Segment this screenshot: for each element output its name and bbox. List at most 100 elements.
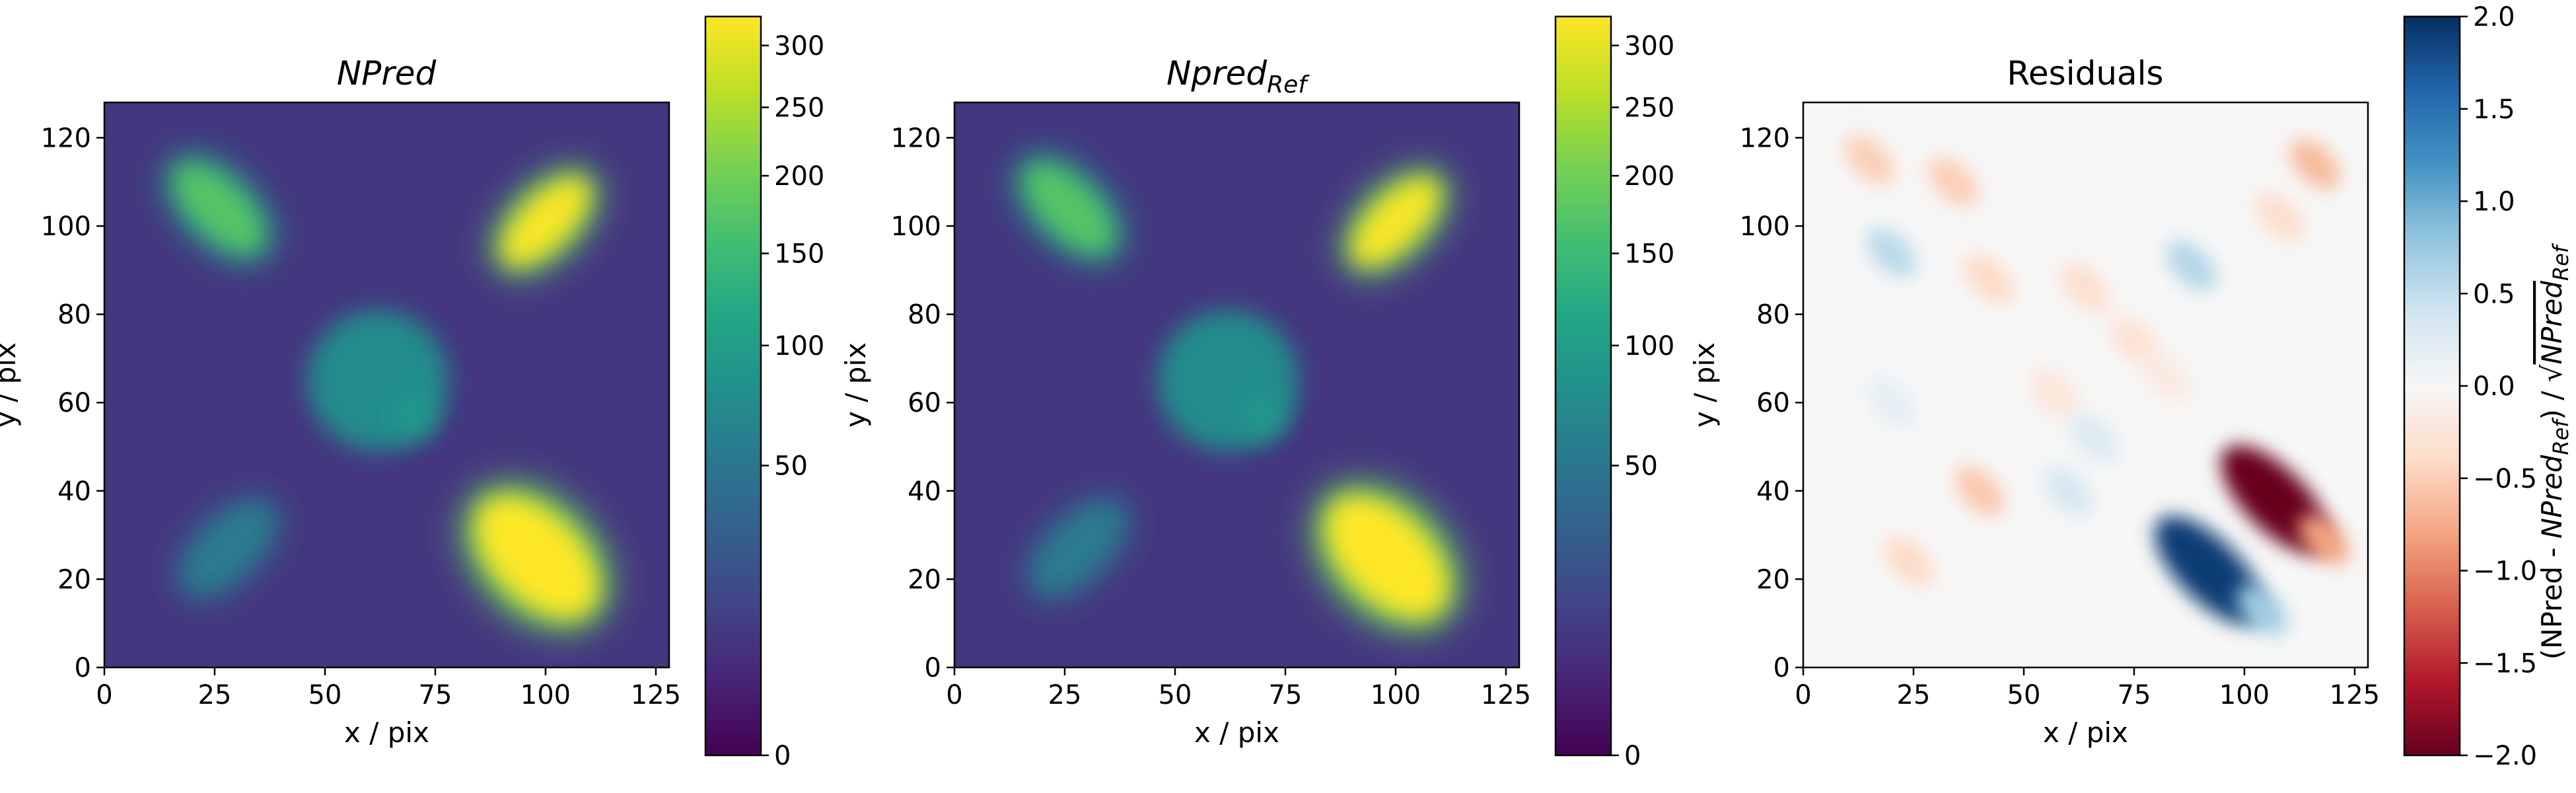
colorbar-tick-label: −0.5 — [2473, 464, 2537, 494]
source-0 — [1016, 155, 1122, 262]
source-0 — [166, 155, 272, 262]
colorbar-tick-label: −1.5 — [2473, 648, 2537, 679]
y-tick-label: 40 — [57, 476, 91, 507]
colorbar-tick-label: 300 — [1624, 31, 1674, 61]
residual-blob-15 — [2299, 514, 2349, 565]
y-tick-label: 80 — [57, 300, 91, 330]
residual-blob-5 — [2254, 192, 2305, 243]
y-tick-label: 100 — [1740, 211, 1790, 242]
colorbar-tick-label: 2.0 — [2473, 2, 2515, 32]
residual-blob-9 — [2029, 368, 2080, 419]
residual-colorbar-label: (NPred - NPredRef) / √NPredRef — [2536, 243, 2573, 660]
source-1 — [1342, 169, 1449, 275]
panel-title-residuals: Residuals — [2007, 54, 2163, 93]
colorbar-tick-label: 0.5 — [2473, 279, 2515, 309]
colorbar-tick-label: 200 — [774, 161, 824, 192]
colorbar-label-sub: Ref — [2548, 417, 2573, 455]
colorbar-label-mid: ) / √ — [2536, 364, 2568, 420]
colorbar-tick-label: 0 — [774, 741, 791, 771]
x-tick-label: 50 — [308, 680, 342, 710]
residual-blob-6 — [2289, 139, 2340, 190]
colorbar-tick-label: 200 — [1624, 161, 1674, 192]
source-core — [1325, 495, 1449, 619]
source-4 — [1024, 495, 1131, 601]
residual-blob-18 — [2042, 465, 2093, 516]
heatmap-image — [954, 102, 1519, 667]
x-tick-label: 0 — [1795, 680, 1811, 710]
colorbar-tick-label: 1.5 — [2473, 94, 2515, 125]
source-4 — [174, 495, 281, 601]
x-tick-label: 100 — [520, 680, 571, 710]
residual-blob-0 — [1844, 134, 1895, 185]
source-core — [501, 176, 590, 266]
y-tick-label: 0 — [925, 653, 941, 683]
colorbar-tick-label: 100 — [1624, 331, 1674, 361]
colorbar-gradient — [2403, 15, 2461, 757]
residual-blob-12 — [1954, 465, 2005, 516]
y-tick-label: 120 — [891, 123, 941, 153]
y-tick-label: 40 — [1756, 476, 1790, 507]
y-tick-label: 80 — [908, 300, 941, 330]
plot-area-0: 0 25 50 75 100 125 0 20 40 60 80 100 120 x / pix y / p… — [0, 101, 681, 749]
panel-title-npred-ref: NpredRef — [1166, 54, 1310, 98]
x-tick-label: 0 — [946, 680, 962, 710]
x-tick-label: 125 — [1481, 680, 1531, 710]
y-tick-label: 100 — [41, 211, 91, 242]
x-tick-label: 25 — [1897, 680, 1931, 710]
axes-frame — [1802, 101, 2369, 669]
colorbar-1: 0 50 100 150 200 250 300 — [1554, 15, 1674, 771]
colorbar-tick-label: −1.0 — [2473, 556, 2537, 587]
colorbar-tick-label: 0 — [1624, 741, 1641, 771]
colorbar-label-sqrt-npred: NPred — [2536, 281, 2568, 365]
colorbar-label-main: (NPred - — [2536, 539, 2568, 660]
colorbar-0: 0 50 100 150 200 250 300 — [704, 15, 824, 771]
axes-frame — [103, 101, 670, 669]
residual-blob-2 — [1928, 157, 1979, 208]
x-tick-label: 75 — [419, 680, 452, 710]
residual-blob-11 — [2069, 412, 2120, 463]
y-tick-label: 120 — [1740, 123, 1790, 153]
source-1 — [492, 169, 599, 275]
colorbar-tick-label: 150 — [1624, 239, 1674, 269]
panel-title-sub: Ref — [1267, 71, 1310, 98]
colorbar-gradient — [704, 15, 762, 757]
colorbar-tick-label: 50 — [774, 451, 808, 481]
residual-blob-4 — [2166, 241, 2217, 291]
colorbar-2: −2.0 −1.5 −1.0 −0.5 0.0 0.5 1.0 1.5 2.0 — [2403, 2, 2537, 771]
heatmap-image — [104, 102, 669, 667]
residual-blob-17 — [2236, 585, 2287, 636]
y-axis-label: y / pix — [1688, 342, 1721, 428]
source-core — [475, 495, 598, 619]
y-axis-label: y / pix — [840, 342, 872, 428]
x-tick-label: 50 — [1159, 680, 1192, 710]
panel-title-npred: NPred — [337, 54, 437, 93]
residual-blob-1 — [1866, 227, 1917, 278]
panel-npred-ref: NpredRef — [1166, 54, 1310, 98]
x-tick-label: 25 — [1048, 680, 1082, 710]
panel-residuals: Residuals (NPred - NPredRef) / √NPredRef — [2007, 54, 2573, 660]
x-tick-label: 125 — [2330, 680, 2380, 710]
colorbar-tick-label: 250 — [774, 93, 824, 123]
x-tick-label: 0 — [96, 680, 112, 710]
y-tick-label: 0 — [1773, 653, 1790, 683]
source-core — [174, 163, 264, 253]
colorbar-gradient — [1554, 15, 1612, 757]
y-tick-label: 60 — [1756, 388, 1790, 418]
y-tick-label: 100 — [891, 211, 941, 242]
source-core — [1033, 504, 1123, 593]
y-tick-label: 20 — [908, 564, 941, 595]
source-3 — [391, 393, 435, 438]
residual-blob-16 — [2155, 515, 2264, 625]
residual-blob-7 — [2060, 262, 2111, 313]
panel-title-main: Npred — [1166, 54, 1267, 93]
source-core — [1351, 176, 1441, 266]
source-5 — [462, 482, 611, 632]
y-tick-label: 0 — [75, 653, 91, 683]
panel-npred: NPred — [337, 54, 437, 93]
source-core — [183, 504, 273, 593]
x-tick-label: 100 — [1371, 680, 1421, 710]
residual-blob-19 — [1866, 377, 1917, 428]
colorbar-tick-label: 1.0 — [2473, 187, 2515, 217]
y-tick-label: 40 — [908, 476, 941, 507]
